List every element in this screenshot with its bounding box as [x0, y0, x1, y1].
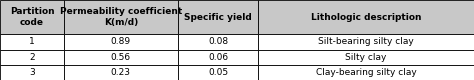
- Bar: [258, 34, 474, 50]
- Bar: [258, 0, 474, 34]
- Text: 0.56: 0.56: [111, 53, 131, 62]
- Bar: [258, 50, 474, 65]
- Text: Lithologic description: Lithologic description: [311, 13, 421, 22]
- Text: Clay-bearing silty clay: Clay-bearing silty clay: [316, 68, 417, 77]
- Bar: [178, 0, 258, 34]
- Text: Silty clay: Silty clay: [346, 53, 387, 62]
- Bar: [178, 65, 258, 80]
- Bar: [0, 34, 64, 50]
- Text: Partition
code: Partition code: [9, 7, 55, 27]
- Bar: [0, 50, 64, 65]
- Bar: [258, 65, 474, 80]
- Bar: [178, 50, 258, 65]
- Text: 0.23: 0.23: [111, 68, 131, 77]
- Text: Permeability coefficient
K(m/d): Permeability coefficient K(m/d): [60, 7, 182, 27]
- Text: Silt-bearing silty clay: Silt-bearing silty clay: [318, 37, 414, 46]
- Text: 2: 2: [29, 53, 35, 62]
- Text: 1: 1: [29, 37, 35, 46]
- Text: 0.05: 0.05: [208, 68, 228, 77]
- Bar: [0, 0, 64, 34]
- Bar: [64, 65, 178, 80]
- Text: 3: 3: [29, 68, 35, 77]
- Text: 0.89: 0.89: [111, 37, 131, 46]
- Bar: [64, 0, 178, 34]
- Bar: [0, 65, 64, 80]
- Bar: [64, 50, 178, 65]
- Text: 0.06: 0.06: [208, 53, 228, 62]
- Text: Specific yield: Specific yield: [184, 13, 252, 22]
- Bar: [64, 34, 178, 50]
- Bar: [178, 34, 258, 50]
- Text: 0.08: 0.08: [208, 37, 228, 46]
